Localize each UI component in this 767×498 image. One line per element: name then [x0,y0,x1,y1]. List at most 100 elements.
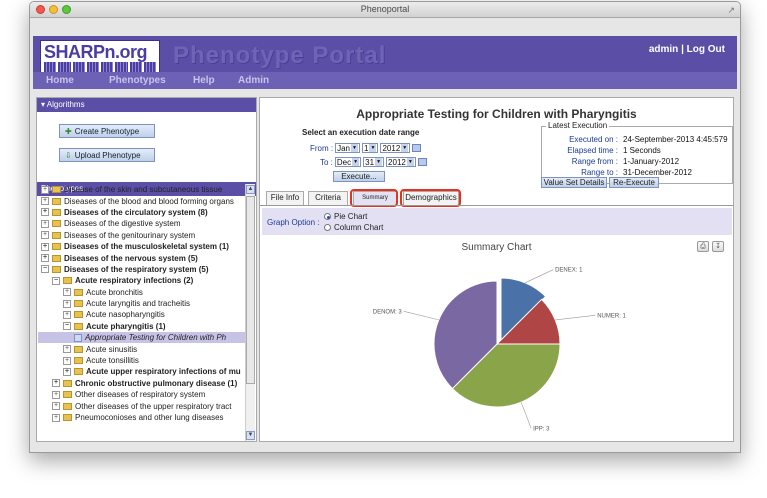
tree-scrollbar[interactable]: ▲ ▼ [245,184,255,441]
expand-icon[interactable]: + [41,231,49,240]
latest-execution-legend: Latest Execution [546,121,610,130]
expand-icon[interactable]: + [41,219,49,228]
collapse-icon[interactable]: − [63,322,71,331]
create-phenotype-button[interactable]: ✚ Create Phenotype [59,124,155,138]
graph-option-label: Graph Option : [267,218,320,227]
tree-item-label: Acute sinusitis [86,344,138,354]
tree-item[interactable]: + Acute bronchitis [38,287,245,298]
add-document-icon: ✚ [65,127,72,136]
tree-item[interactable]: + Diseases of the musculoskeletal system … [38,241,245,252]
tree-item-label: Disease of the skin and subcutaneous tis… [64,185,223,195]
logout-link[interactable]: Log Out [686,44,725,55]
latest-execution-box: Latest Execution Executed on : 24-Septemb… [541,121,733,184]
from-month-select[interactable]: Jan ▼ [335,143,361,153]
execute-button[interactable]: Execute... [333,171,385,182]
tree-item[interactable]: + Acute upper respiratory infections of m… [38,366,245,377]
from-year-select[interactable]: 2012 ▼ [380,143,411,153]
expand-icon[interactable]: + [63,356,71,365]
expand-icon[interactable]: + [63,310,71,319]
elapsed-time-label: Elapsed time : [567,146,618,155]
pie-chart-radio[interactable]: Pie Chart [324,212,367,221]
expand-icon[interactable]: + [63,299,71,308]
dropdown-arrow-icon: ▼ [375,158,383,166]
from-day-select[interactable]: 1 ▼ [362,143,379,153]
tree-item[interactable]: + Acute laryngitis and tracheitis [38,298,245,309]
to-year-select[interactable]: 2012 ▼ [386,157,416,167]
zoom-window-button[interactable] [62,5,71,14]
tree-item[interactable]: − Diseases of the respiratory system (5) [38,264,245,275]
tree-item[interactable]: + Disease of the skin and subcutaneous ti… [38,184,245,195]
tree-item[interactable]: + Acute tonsillitis [38,355,245,366]
value-set-details-button[interactable]: Value Set Details [541,177,607,188]
pie-slice-ipp[interactable] [451,343,561,408]
to-month-select[interactable]: Dec ▼ [334,157,362,167]
collapse-chevron-icon: ▾ [41,100,46,109]
tree-item[interactable]: − Acute respiratory infections (2) [38,275,245,286]
tab-demographics[interactable]: Demographics [403,191,459,205]
expand-icon[interactable]: + [52,390,60,399]
tab-file-info[interactable]: File Info [266,191,304,205]
logo-text: SHARPn.org [44,42,148,62]
sharpn-logo[interactable]: SHARPn.org [40,40,160,74]
nav-home[interactable]: Home [46,75,74,86]
expand-icon[interactable]: + [63,288,71,297]
tab-criteria[interactable]: Criteria [308,191,348,205]
expand-icon[interactable]: + [41,185,49,194]
minimize-window-button[interactable] [49,5,58,14]
tree-item[interactable]: + Chronic obstructive pulmonary disease (… [38,378,245,389]
tree-item[interactable]: + Diseases of the circulatory system (8) [38,207,245,218]
pie-label-ipp: IPP: 3 [533,426,550,432]
tree-item[interactable]: + Pneumoconioses and other lung diseases [38,412,245,423]
scrollbar-thumb[interactable] [246,196,255,384]
expand-icon[interactable]: + [41,208,49,217]
expand-icon[interactable]: + [52,402,60,411]
tree-item[interactable]: − Acute pharyngitis (1) [38,321,245,332]
header-banner: SHARPn.org Phenotype Portal admin | Log … [33,36,737,88]
title-bar: Phenoportal ↗ [30,2,740,18]
pie-slice-denom[interactable] [433,280,498,390]
nav-bar: Home Phenotypes Help Admin [33,72,737,89]
algorithms-header[interactable]: ▾ Algorithms [37,98,256,112]
expand-icon[interactable]: + [52,379,60,388]
tree-item-label: Other diseases of the upper respiratory … [75,401,232,411]
expand-icon[interactable]: + [63,345,71,354]
tree-item-selected[interactable]: Appropriate Testing for Children with Ph [38,332,245,344]
to-label: To : [320,157,333,167]
expand-icon[interactable]: + [52,413,60,422]
expand-icon[interactable]: + [63,367,71,376]
print-icon[interactable]: ⎙ [697,241,709,252]
pie-chart-label: Pie Chart [334,212,368,221]
upload-phenotype-button[interactable]: ⇩ Upload Phenotype [59,148,155,162]
scroll-up-icon[interactable]: ▲ [246,185,255,194]
scroll-down-icon[interactable]: ▼ [246,431,255,440]
expand-icon[interactable]: + [41,197,49,206]
nav-phenotypes[interactable]: Phenotypes [109,75,166,86]
nav-help[interactable]: Help [193,75,215,86]
calendar-icon[interactable] [417,158,427,166]
tree-item[interactable]: + Other diseases of the upper respiratory… [38,400,245,411]
fullscreen-icon[interactable]: ↗ [727,5,735,15]
tree-item[interactable]: + Acute nasopharyngitis [38,309,245,320]
close-window-button[interactable] [36,5,45,14]
to-day-select[interactable]: 31 ▼ [363,157,385,167]
tree-item[interactable]: + Diseases of the nervous system (5) [38,252,245,263]
tree-item[interactable]: + Diseases of the genitourinary system [38,230,245,241]
expand-icon[interactable]: + [41,242,49,251]
phenotypes-header: Phenotypes [37,182,256,196]
tree-item[interactable]: + Diseases of the blood and blood forming… [38,195,245,206]
collapse-icon[interactable]: − [41,265,49,274]
calendar-icon[interactable] [412,144,422,152]
expand-icon[interactable]: + [41,254,49,263]
tree-item[interactable]: + Diseases of the digestive system [38,218,245,229]
pie-label-connector [524,269,554,284]
download-icon[interactable]: ↧ [712,241,724,252]
dropdown-arrow-icon: ▼ [351,144,359,152]
nav-admin[interactable]: Admin [238,75,270,86]
username-link[interactable]: admin [648,44,679,55]
re-execute-button[interactable]: Re-Execute [609,177,659,188]
tree-item[interactable]: + Other diseases of respiratory system [38,389,245,400]
collapse-icon[interactable]: − [52,276,60,285]
column-chart-radio[interactable]: Column Chart [324,223,383,232]
tree-item[interactable]: + Acute sinusitis [38,343,245,354]
tree-item-label: Diseases of the respiratory system (5) [64,264,209,274]
